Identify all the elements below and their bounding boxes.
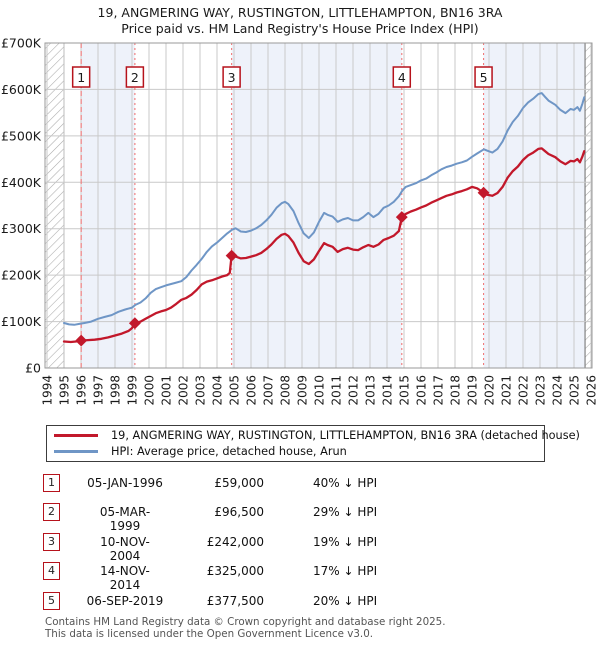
x-axis-label: 2014 <box>381 375 395 406</box>
y-axis-label: £500K <box>1 128 42 143</box>
x-axis-label: 2004 <box>211 375 225 406</box>
price-chart: 1 2 3 4 5 £0 £100K £200K £300K £400K £500K £600K £70… <box>1 36 599 406</box>
sale-number: 5 <box>480 70 488 85</box>
sale-number: 1 <box>77 70 85 85</box>
y-axis-label: £300K <box>1 221 42 236</box>
sale-row: 4 14-NOV-2014 £325,000 17% ↓ HPI <box>0 562 600 592</box>
sale-date: 10-NOV-2004 <box>100 535 150 563</box>
price-paid-line <box>62 147 586 344</box>
x-axis-label: 2005 <box>228 375 242 406</box>
y-axis-label: £400K <box>1 175 42 190</box>
price-line-swatch <box>54 434 98 438</box>
sale-row: 5 06-SEP-2019 £377,500 20% ↓ HPI <box>0 592 600 612</box>
sale-price: £59,000 <box>214 476 264 490</box>
x-axis-label: 2011 <box>330 375 344 406</box>
page-title: 19, ANGMERING WAY, RUSTINGTON, LITTLEHAM… <box>97 5 503 20</box>
sale-number-badge: 1 <box>43 474 60 492</box>
x-axis-label: 2003 <box>194 375 208 406</box>
x-axis-label: 2007 <box>262 375 276 406</box>
sale-number-badge: 5 <box>43 592 60 610</box>
sale-number-box <box>392 66 412 88</box>
sale-point-diamond <box>75 334 88 347</box>
sale-number-box <box>474 66 493 88</box>
x-axis-label: 2002 <box>177 375 191 406</box>
sale-price: £242,000 <box>206 535 264 549</box>
sale-number-badge: 2 <box>43 503 60 521</box>
hpi-line <box>63 92 586 326</box>
sale-point-diamond <box>225 249 238 262</box>
sale-number: 2 <box>131 70 139 85</box>
plot-frame <box>44 42 593 369</box>
x-axis-label: 2022 <box>517 375 531 406</box>
x-axis-label: 1995 <box>58 375 72 406</box>
sale-hpi-diff: 17% ↓ HPI <box>313 564 378 578</box>
sale-price: £96,500 <box>214 505 264 519</box>
ownership-band <box>483 43 592 368</box>
no-data-hatch-right <box>585 43 592 368</box>
no-data-hatch-left <box>45 43 64 368</box>
legend-label-hpi: HPI: Average price, detached house, Arun <box>111 444 347 458</box>
x-axis-label: 2026 <box>585 375 599 406</box>
legend-row-hpi: HPI: Average price, detached house, Arun <box>47 444 544 459</box>
sale-date: 14-NOV-2014 <box>100 564 150 592</box>
legend-label-price: 19, ANGMERING WAY, RUSTINGTON, LITTLEHAM… <box>111 429 580 443</box>
x-axis-label: 2000 <box>143 375 157 406</box>
sale-hpi-diff: 20% ↓ HPI <box>313 594 378 608</box>
y-axis-label: £700K <box>1 36 42 51</box>
sale-price: £325,000 <box>206 564 264 578</box>
y-axis-label: £100K <box>1 314 42 329</box>
sale-number-badge: 4 <box>43 562 60 580</box>
x-axis-label: 1999 <box>126 375 140 406</box>
x-axis-label: 2010 <box>313 375 327 406</box>
x-axis-label: 2012 <box>347 375 361 406</box>
ownership-band <box>81 43 135 368</box>
sale-number-badge: 3 <box>43 533 60 551</box>
sale-row: 2 05-MAR-1999 £96,500 29% ↓ HPI <box>0 503 600 533</box>
x-axis-label: 2025 <box>568 375 582 406</box>
x-axis-label: 1998 <box>109 375 123 406</box>
x-axis-label: 1996 <box>75 375 89 406</box>
x-axis-label: 2019 <box>466 375 480 406</box>
sale-row: 3 10-NOV-2004 £242,000 19% ↓ HPI <box>0 533 600 563</box>
sale-number-box <box>71 66 91 88</box>
x-axis-label: 2006 <box>245 375 259 406</box>
x-axis-label: 2016 <box>415 375 429 406</box>
hpi-line-swatch <box>54 449 98 453</box>
sale-price: £377,500 <box>206 594 264 608</box>
sale-date: 06-SEP-2019 <box>86 594 164 608</box>
x-axis-label: 2018 <box>449 375 463 406</box>
x-axis-label: 2021 <box>500 375 514 406</box>
x-axis-label: 2001 <box>160 375 174 406</box>
chart-legend: 19, ANGMERING WAY, RUSTINGTON, LITTLEHAM… <box>46 425 580 462</box>
sale-number-box <box>125 66 145 88</box>
x-axis-label: 2015 <box>398 375 412 406</box>
license-line-1: Contains HM Land Registry data © Crown c… <box>45 616 446 628</box>
sale-date: 05-MAR-1999 <box>99 505 151 533</box>
sale-row: 1 05-JAN-1996 £59,000 40% ↓ HPI <box>0 474 600 494</box>
sale-date: 05-JAN-1996 <box>87 476 163 490</box>
sale-hpi-diff: 40% ↓ HPI <box>313 476 378 490</box>
y-axis-label: £200K <box>1 268 42 283</box>
x-axis-label: 1994 <box>41 375 55 406</box>
sale-hpi-diff: 19% ↓ HPI <box>313 535 378 549</box>
x-axis-label: 2024 <box>551 375 565 406</box>
sale-number-box <box>222 66 241 88</box>
legend-row-price: 19, ANGMERING WAY, RUSTINGTON, LITTLEHAM… <box>47 428 580 443</box>
y-axis-label: £0 <box>25 361 41 376</box>
sale-hpi-diff: 29% ↓ HPI <box>313 505 378 519</box>
license-line-2: This data is licensed under the Open Gov… <box>45 628 374 641</box>
y-axis-label: £600K <box>1 82 42 97</box>
ownership-band <box>231 43 402 368</box>
sale-number: 3 <box>228 70 236 85</box>
x-axis-label: 2013 <box>364 375 378 406</box>
x-axis-label: 2008 <box>279 375 293 406</box>
page-subtitle: Price paid vs. HM Land Registry's House … <box>121 21 479 36</box>
x-axis-label: 2023 <box>534 375 548 406</box>
sale-number: 4 <box>398 70 406 85</box>
x-axis-label: 2009 <box>296 375 310 406</box>
x-axis-label: 2017 <box>432 375 446 406</box>
license-note: Contains HM Land Registry data © Crown c… <box>45 616 446 641</box>
x-axis-label: 1997 <box>92 375 106 406</box>
x-axis-label: 2020 <box>483 375 497 406</box>
